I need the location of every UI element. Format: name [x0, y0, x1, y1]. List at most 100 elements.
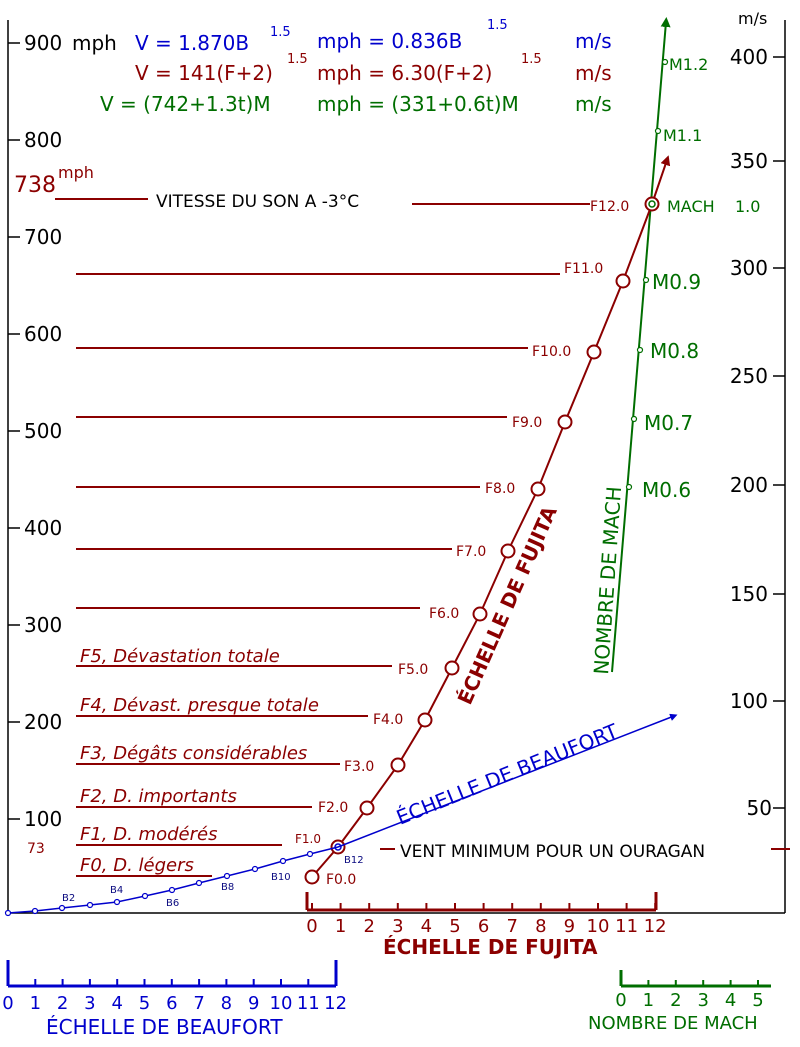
shared-point — [648, 200, 656, 208]
beaufort-point — [251, 865, 259, 873]
fujita-curve-title: ÉCHELLE DE FUJITA — [453, 502, 562, 708]
mach-scale-bar — [619, 970, 771, 988]
svg-text:F6.0: F6.0 — [429, 606, 459, 622]
scale-tick-label: 3 — [84, 993, 95, 1014]
svg-text:1.5: 1.5 — [287, 52, 308, 67]
mach-point — [636, 346, 644, 354]
scale-tick-label: 9 — [248, 993, 259, 1014]
right-tick-label: 400 — [730, 45, 768, 69]
fujita-point-labels: F0.0 F1.0 F2.0 F3.0 F4.0 F5.0 F6.0 F7.0 … — [295, 199, 629, 888]
fujita-scale-labels: 0 1 2 3 4 5 6 7 8 9 10 11 12 — [306, 916, 666, 937]
fujita-point — [359, 800, 375, 816]
formula-mach: V = (742+1.3t)M mph = (331+0.6t)M m/s — [100, 92, 612, 116]
fujita-point — [615, 273, 631, 289]
mach-point — [661, 58, 669, 66]
fujita-point — [417, 712, 433, 728]
beaufort-point — [223, 872, 231, 880]
scale-tick-label: 5 — [449, 916, 460, 937]
beaufort-point — [113, 898, 121, 906]
scale-tick-label: 0 — [615, 990, 626, 1011]
fujita-scale-bar — [305, 892, 658, 912]
right-tick-label: 50 — [747, 796, 772, 820]
left-tick-label: 800 — [24, 128, 62, 152]
svg-text:B10: B10 — [271, 872, 291, 883]
left-axis-ticks — [8, 42, 20, 820]
mach-point — [642, 276, 650, 284]
scale-tick-label: 4 — [725, 990, 736, 1011]
scale-tick-label: 2 — [670, 990, 681, 1011]
scale-tick-label: 8 — [535, 916, 546, 937]
svg-text:1.5: 1.5 — [270, 25, 291, 40]
damage-label-f3: F3, Dégâts considérables — [80, 743, 307, 764]
mach-point-label-m1.1: M1.1 — [663, 126, 702, 145]
svg-text:B2: B2 — [62, 893, 75, 904]
svg-text:F7.0: F7.0 — [456, 544, 486, 560]
fujita-point — [444, 660, 460, 676]
mach-points — [625, 58, 669, 491]
fujita-point — [304, 869, 320, 885]
svg-text:mph = (331+0.6t)M: mph = (331+0.6t)M — [317, 92, 519, 116]
beaufort-point — [279, 857, 287, 865]
right-tick-label: 200 — [730, 473, 768, 497]
sound-speed-value: 738 — [14, 173, 56, 198]
beaufort-point — [168, 886, 176, 894]
scale-tick-label: 7 — [506, 916, 517, 937]
damage-label-f4: F4, Dévast. presque totale — [80, 695, 319, 716]
scale-tick-label: 1 — [335, 916, 346, 937]
left-tick-label: 700 — [24, 225, 62, 249]
scale-tick-label: 10 — [587, 916, 610, 937]
scale-tick-label: 10 — [270, 993, 293, 1014]
mach-point — [630, 415, 638, 423]
right-tick-label: 250 — [730, 364, 768, 388]
scale-tick-label: 0 — [2, 993, 13, 1014]
beaufort-point — [141, 892, 149, 900]
beaufort-point — [58, 904, 66, 912]
fujita-scale-title: ÉCHELLE DE FUJITA — [383, 935, 598, 959]
beaufort-point — [306, 850, 314, 858]
left-tick-label: 400 — [24, 516, 62, 540]
right-axis-ticks — [773, 56, 785, 809]
beaufort-curve-extension — [337, 713, 678, 848]
svg-text:F10.0: F10.0 — [532, 344, 571, 360]
svg-text:mph = 6.30(F+2): mph = 6.30(F+2) — [317, 61, 492, 85]
scale-tick-label: 0 — [306, 916, 317, 937]
scale-tick-label: 6 — [478, 916, 489, 937]
damage-label-f1: F1, D. modérés — [80, 824, 217, 845]
fujita-point — [557, 414, 573, 430]
left-tick-label: 300 — [24, 613, 62, 637]
scale-tick-label: 7 — [193, 993, 204, 1014]
mach-point-label-m0.6: M0.6 — [642, 478, 691, 502]
fujita-point — [472, 606, 488, 622]
mach-point-label-m0.8: M0.8 — [650, 339, 699, 363]
hurricane-min-label: VENT MINIMUM POUR UN OURAGAN — [400, 842, 705, 862]
sound-speed-unit: mph — [58, 163, 94, 182]
left-tick-label: 100 — [24, 807, 62, 831]
scale-tick-label: 2 — [57, 993, 68, 1014]
scale-tick-label: 4 — [111, 993, 122, 1014]
svg-text:F0.0: F0.0 — [326, 872, 356, 888]
right-tick-label: 300 — [730, 256, 768, 280]
left-tick-label: 500 — [24, 419, 62, 443]
mach-scale-title: NOMBRE DE MACH — [588, 1013, 758, 1034]
svg-text:m/s: m/s — [575, 29, 612, 53]
left-tick-label: 600 — [24, 322, 62, 346]
formula-fujita: V = 141(F+2) 1.5 mph = 6.30(F+2) 1.5 m/s — [135, 52, 612, 85]
right-tick-label: 150 — [730, 582, 768, 606]
svg-text:B4: B4 — [110, 885, 123, 896]
svg-text:m/s: m/s — [575, 61, 612, 85]
left-tick-label: 900 — [24, 31, 62, 55]
sound-speed-label: VITESSE DU SON A -3°C — [156, 192, 359, 212]
svg-text:F1.0: F1.0 — [295, 832, 321, 846]
svg-text:F5.0: F5.0 — [398, 662, 428, 678]
damage-label-f2: F2, D. importants — [80, 786, 237, 807]
scale-tick-label: 3 — [697, 990, 708, 1011]
formula-beaufort: V = 1.870B 1.5 mph = 0.836B 1.5 m/s — [135, 18, 612, 55]
mach-point-label-m1.2: M1.2 — [669, 55, 708, 74]
beaufort-point-labels: B2 B4 B6 B8 B10 B12 — [62, 855, 364, 909]
svg-text:B12: B12 — [344, 855, 364, 866]
fujita-point — [586, 344, 602, 360]
svg-text:m/s: m/s — [575, 92, 612, 116]
scale-tick-label: 4 — [421, 916, 432, 937]
scale-tick-label: 11 — [297, 993, 320, 1014]
